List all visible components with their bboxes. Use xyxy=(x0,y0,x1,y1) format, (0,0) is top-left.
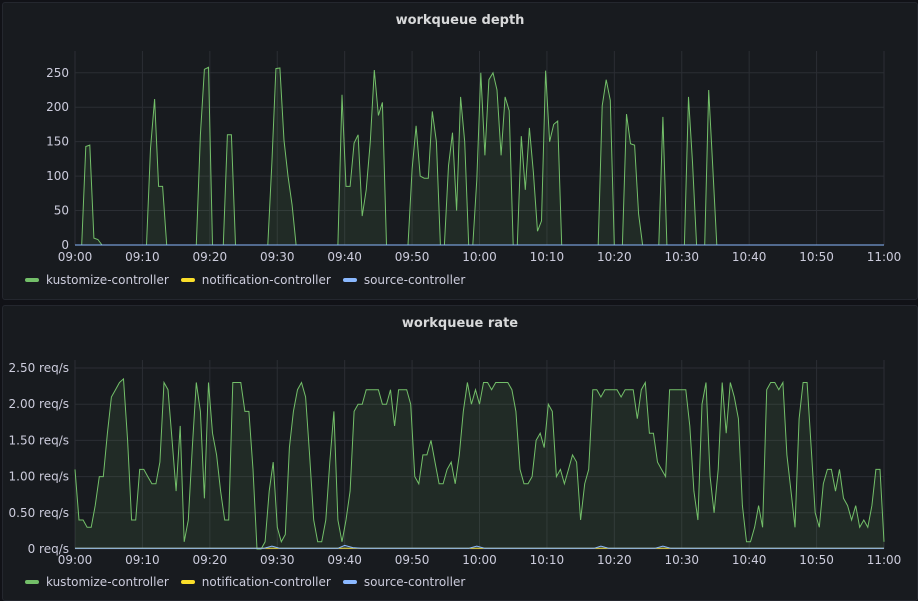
x-tick-label: 09:00 xyxy=(58,250,93,264)
x-tick-label: 09:50 xyxy=(395,250,430,264)
legend-label: kustomize-controller xyxy=(46,273,169,287)
y-tick-label: 2.00 req/s xyxy=(9,397,70,411)
x-tick-label: 10:30 xyxy=(664,250,699,264)
series-area-kustomize-controller xyxy=(75,67,884,245)
x-tick-label: 09:20 xyxy=(193,250,228,264)
panel-title: workqueue rate xyxy=(401,316,519,331)
panel-title: workqueue depth xyxy=(395,13,525,28)
x-tick-label: 10:50 xyxy=(799,553,834,567)
y-tick-label: 250 xyxy=(46,66,69,80)
legend-swatch xyxy=(25,580,39,584)
y-tick-label: 1.50 req/s xyxy=(9,433,70,447)
x-tick-label: 09:50 xyxy=(395,553,430,567)
x-tick-label: 10:30 xyxy=(664,553,699,567)
legend: kustomize-controller notification-contro… xyxy=(25,273,465,287)
legend: kustomize-controller notification-contro… xyxy=(25,575,465,589)
x-tick-label: 10:10 xyxy=(530,250,565,264)
legend-swatch xyxy=(180,278,195,282)
series-line-source-controller[interactable] xyxy=(75,544,884,549)
y-tick-label: 0.50 req/s xyxy=(9,506,70,520)
y-tick-label: 150 xyxy=(46,135,69,149)
x-tick-label: 10:20 xyxy=(597,250,632,264)
x-tick-label: 10:10 xyxy=(530,553,565,567)
legend-label: source-controller xyxy=(363,575,466,589)
x-tick-label: 09:10 xyxy=(125,250,160,264)
legend-swatch xyxy=(342,278,357,282)
series-line-kustomize-controller[interactable] xyxy=(74,377,885,550)
x-tick-label: 10:50 xyxy=(799,250,834,264)
x-tick-label: 09:30 xyxy=(260,553,295,567)
legend-item-notification-controller[interactable]: notification-controller xyxy=(180,575,331,589)
x-tick-label: 09:20 xyxy=(193,553,228,567)
x-tick-label: 10:00 xyxy=(462,250,497,264)
legend-label: source-controller xyxy=(363,273,466,287)
legend-item-source-controller[interactable]: source-controller xyxy=(342,273,466,287)
workqueue-depth-panel: workqueue depth 0 50 100 150 200 250 09:00 09:1… xyxy=(2,2,918,300)
legend-swatch xyxy=(342,580,357,584)
y-tick-label: 200 xyxy=(46,100,69,114)
legend-label: notification-controller xyxy=(201,575,331,589)
legend-item-kustomize-controller[interactable]: kustomize-controller xyxy=(25,575,169,589)
x-tick-label: 10:00 xyxy=(462,553,497,567)
workqueue-depth-chart[interactable]: 0 50 100 150 200 250 09:00 09:10 09:20 09:30 09:40… xyxy=(3,3,917,273)
y-tick-label: 100 xyxy=(46,169,69,183)
legend-swatch xyxy=(25,278,39,282)
y-tick-label: 0 req/s xyxy=(28,542,69,556)
workqueue-rate-chart[interactable]: 0 req/s 0.50 req/s 1.00 req/s 1.50 req/s 2.0… xyxy=(3,306,917,576)
legend-item-notification-controller[interactable]: notification-controller xyxy=(180,273,331,287)
x-tick-label: 10:40 xyxy=(732,553,767,567)
x-tick-label: 09:40 xyxy=(327,553,362,567)
x-tick-label: 09:10 xyxy=(125,553,160,567)
legend-item-source-controller[interactable]: source-controller xyxy=(342,575,466,589)
legend-label: notification-controller xyxy=(201,273,331,287)
workqueue-rate-panel: workqueue rate 0 req/s 0.50 req/s 1.00 req… xyxy=(2,305,918,601)
y-tick-label: 0 xyxy=(61,238,69,252)
x-tick-label: 10:40 xyxy=(732,250,767,264)
x-tick-label: 10:20 xyxy=(597,553,632,567)
y-tick-label: 1.00 req/s xyxy=(9,470,70,484)
series-area-kustomize-controller xyxy=(75,378,884,549)
x-tick-label: 09:00 xyxy=(58,553,93,567)
x-tick-label: 09:30 xyxy=(260,250,295,264)
legend-swatch xyxy=(180,580,195,584)
legend-label: kustomize-controller xyxy=(46,575,169,589)
x-tick-label: 11:00 xyxy=(867,553,902,567)
y-tick-label: 50 xyxy=(54,204,69,218)
y-tick-label: 2.50 req/s xyxy=(9,361,70,375)
legend-item-kustomize-controller[interactable]: kustomize-controller xyxy=(25,273,169,287)
x-tick-label: 09:40 xyxy=(327,250,362,264)
x-tick-label: 11:00 xyxy=(867,250,902,264)
